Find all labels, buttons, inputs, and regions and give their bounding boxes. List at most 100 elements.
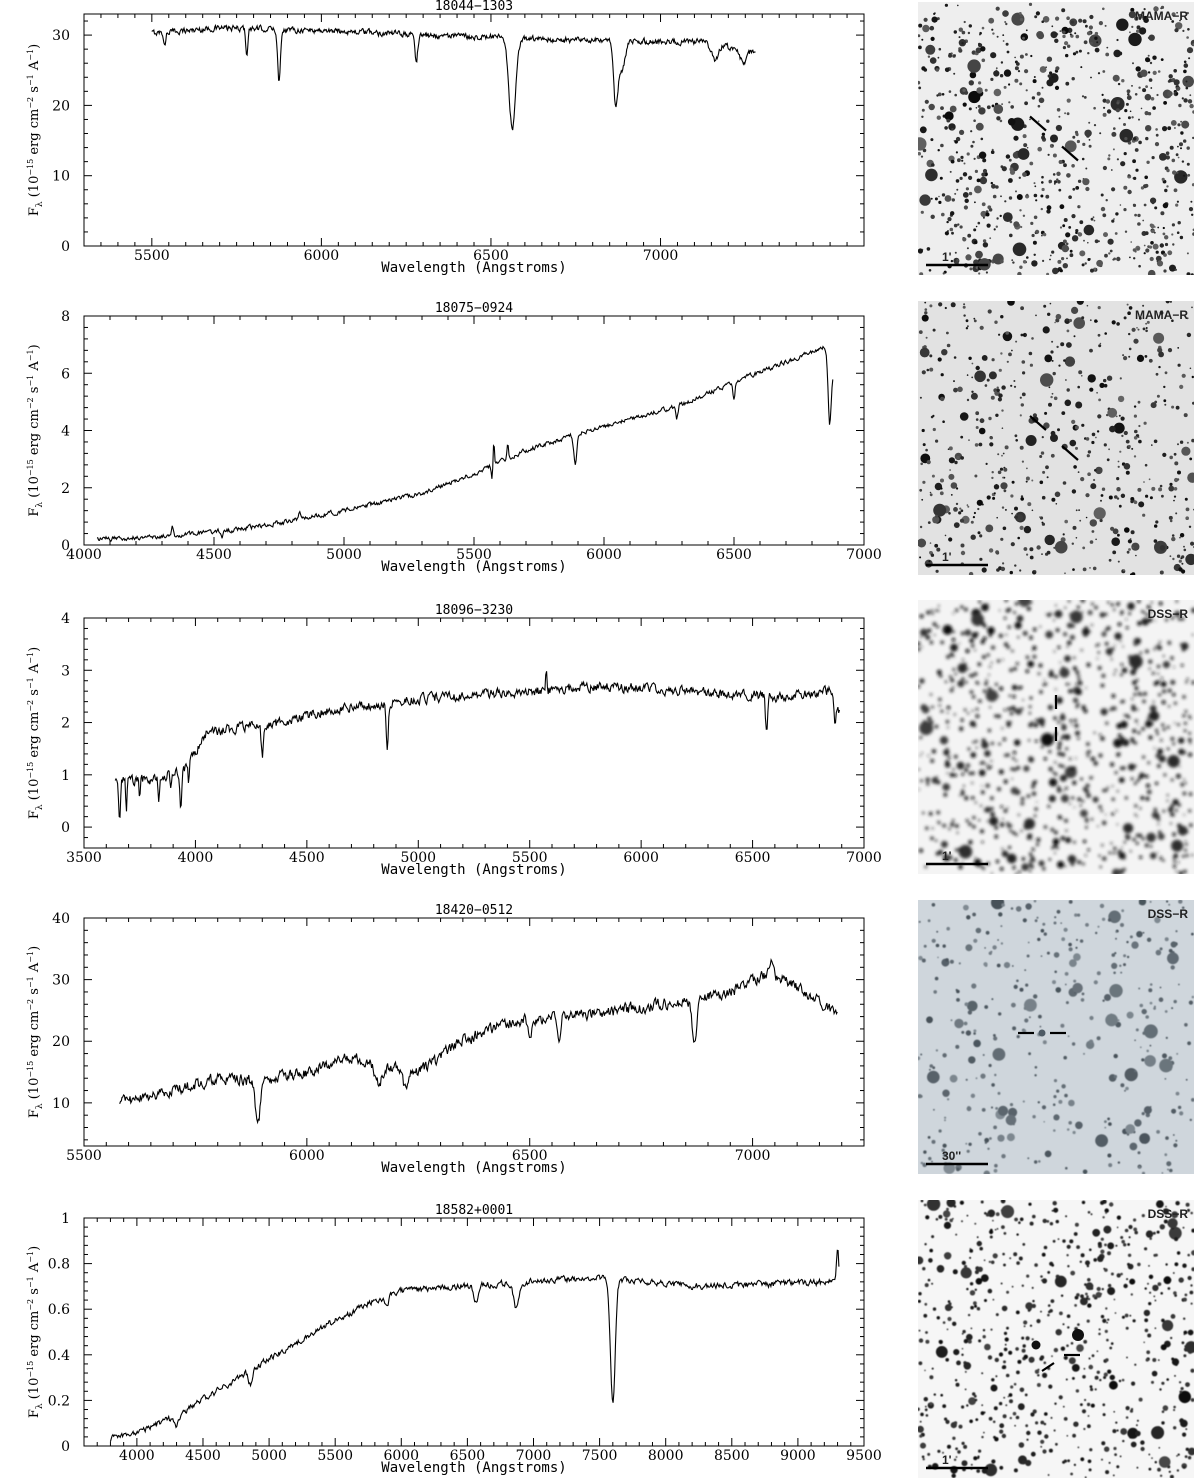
- star: [1004, 1337, 1009, 1342]
- star: [943, 792, 948, 797]
- star: [1167, 1287, 1171, 1290]
- star: [933, 990, 937, 994]
- star: [956, 998, 960, 1002]
- star: [1007, 858, 1009, 860]
- star: [1101, 673, 1106, 678]
- star: [1186, 146, 1190, 150]
- y-tick-label: 2: [61, 716, 70, 732]
- star: [1105, 1211, 1108, 1214]
- star: [1133, 176, 1137, 180]
- star: [962, 237, 967, 242]
- star: [922, 148, 927, 153]
- star: [1118, 504, 1122, 508]
- star: [1171, 223, 1175, 227]
- star: [1087, 1415, 1090, 1417]
- star: [966, 1333, 973, 1341]
- star: [981, 654, 987, 660]
- star: [1006, 50, 1010, 54]
- star: [946, 1207, 949, 1211]
- star: [1072, 525, 1077, 530]
- star: [1185, 1382, 1190, 1387]
- star: [944, 1217, 948, 1221]
- star: [1047, 1313, 1050, 1317]
- star: [1170, 1314, 1176, 1319]
- star: [943, 749, 950, 756]
- star: [968, 571, 974, 575]
- star: [1052, 153, 1057, 158]
- star: [1031, 838, 1033, 841]
- star: [1183, 1354, 1187, 1358]
- star: [989, 442, 994, 447]
- star: [999, 867, 1004, 871]
- star: [1075, 509, 1078, 512]
- star: [1126, 1011, 1134, 1019]
- star: [963, 314, 966, 317]
- star: [978, 42, 981, 46]
- star: [1069, 33, 1072, 36]
- star: [1183, 60, 1187, 64]
- star: [1187, 1208, 1190, 1212]
- star: [1015, 62, 1020, 66]
- y-tick-label: 0: [61, 538, 70, 554]
- star: [985, 271, 989, 274]
- star: [955, 151, 959, 154]
- star: [1065, 1001, 1069, 1005]
- x-tick-label: 5500: [456, 547, 492, 563]
- star: [1190, 1398, 1194, 1402]
- star: [1047, 74, 1051, 78]
- star: [1085, 1292, 1088, 1296]
- x-tick-label: 4000: [66, 547, 102, 563]
- star: [929, 1248, 933, 1253]
- star: [931, 612, 934, 615]
- star: [953, 1205, 957, 1208]
- star: [979, 557, 983, 561]
- star: [1176, 171, 1179, 174]
- star: [1075, 34, 1080, 39]
- star: [1114, 1312, 1117, 1314]
- star: [1054, 38, 1059, 43]
- star: [978, 819, 981, 822]
- star: [1068, 197, 1071, 200]
- star: [1088, 1364, 1094, 1370]
- finding-chart-2: MAMA−R1': [918, 301, 1194, 575]
- star: [1111, 320, 1116, 325]
- star: [996, 963, 1001, 968]
- star: [1068, 1099, 1075, 1107]
- star: [1129, 935, 1133, 939]
- star: [1158, 1447, 1161, 1449]
- star: [1161, 1421, 1165, 1425]
- star: [1069, 439, 1077, 447]
- star: [1187, 1253, 1190, 1257]
- star: [932, 622, 937, 627]
- star: [1089, 519, 1098, 527]
- star: [1081, 992, 1085, 996]
- star: [983, 1431, 985, 1434]
- star: [967, 31, 971, 35]
- star: [1046, 550, 1051, 555]
- star: [1147, 761, 1151, 765]
- star: [973, 228, 977, 232]
- star: [1175, 92, 1179, 96]
- star: [1008, 1107, 1018, 1117]
- star: [1006, 1326, 1009, 1330]
- star: [1162, 452, 1167, 457]
- star: [919, 636, 922, 639]
- star: [1063, 927, 1068, 932]
- star: [1015, 759, 1018, 763]
- star: [1130, 499, 1134, 504]
- star: [920, 1200, 924, 1203]
- star: [1085, 493, 1090, 498]
- star: [1120, 971, 1123, 974]
- star: [918, 1292, 922, 1296]
- star: [958, 511, 962, 515]
- star: [1066, 388, 1070, 392]
- star: [966, 398, 970, 402]
- star: [992, 1420, 996, 1424]
- star: [1108, 495, 1113, 500]
- star: [1135, 841, 1139, 845]
- star: [933, 503, 947, 517]
- star: [963, 1021, 968, 1026]
- star: [1032, 79, 1037, 84]
- star: [973, 119, 976, 122]
- star: [936, 625, 939, 629]
